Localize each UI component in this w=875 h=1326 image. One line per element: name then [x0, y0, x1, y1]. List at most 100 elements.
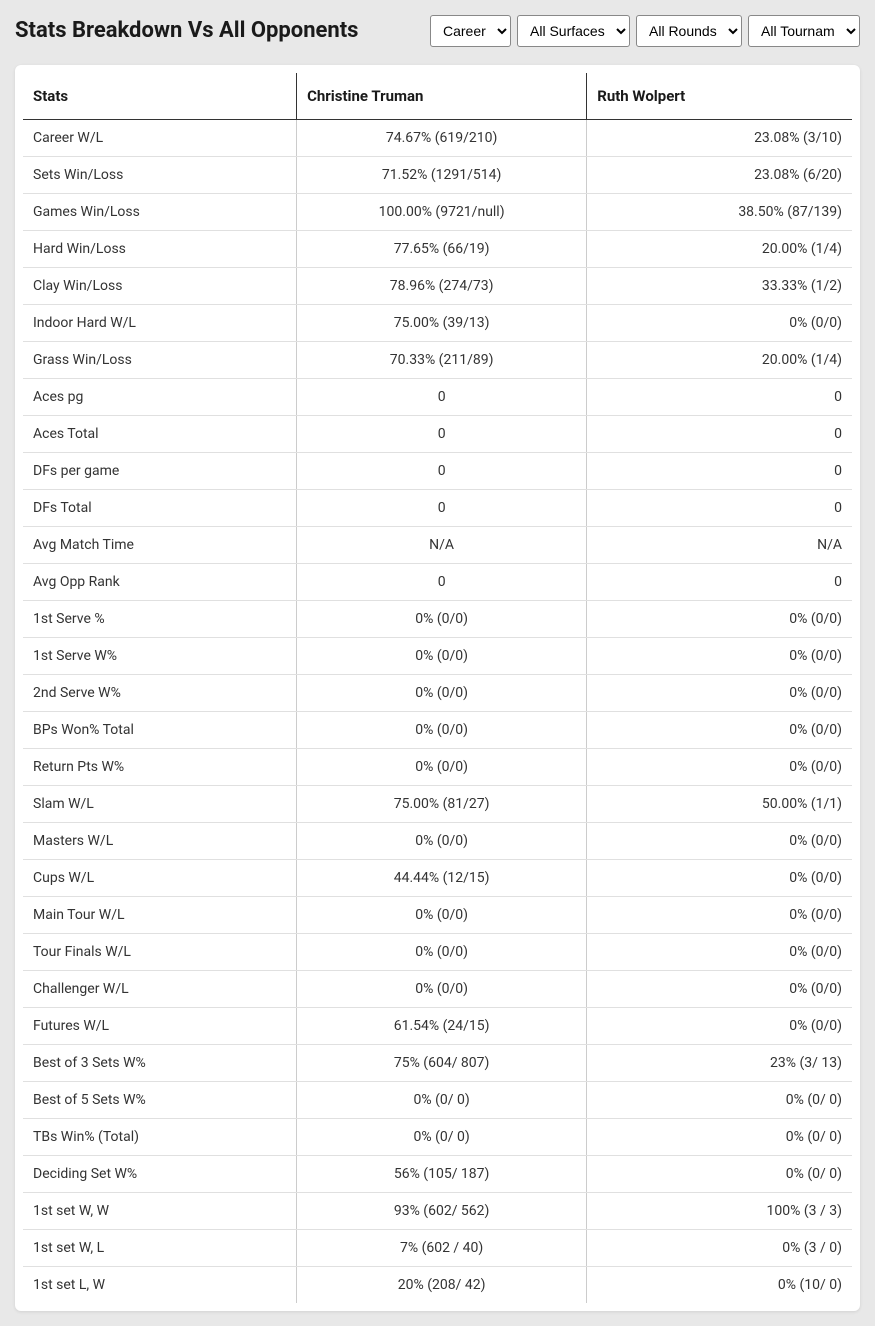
table-row: Hard Win/Loss77.65% (66/19)20.00% (1/4)	[23, 231, 852, 268]
player2-value: 0	[587, 490, 852, 527]
stat-label: Grass Win/Loss	[23, 342, 297, 379]
table-row: Sets Win/Loss71.52% (1291/514)23.08% (6/…	[23, 157, 852, 194]
stat-label: Cups W/L	[23, 860, 297, 897]
player1-value: 0% (0/0)	[297, 897, 587, 934]
player2-value: 0	[587, 564, 852, 601]
stat-label: Futures W/L	[23, 1008, 297, 1045]
stat-label: DFs Total	[23, 490, 297, 527]
stat-label: Hard Win/Loss	[23, 231, 297, 268]
stat-label: Career W/L	[23, 120, 297, 157]
table-row: Futures W/L61.54% (24/15)0% (0/0)	[23, 1008, 852, 1045]
player2-value: 0% (0/0)	[587, 601, 852, 638]
player2-value: 0% (0/0)	[587, 712, 852, 749]
table-row: TBs Win% (Total)0% (0/ 0)0% (0/ 0)	[23, 1119, 852, 1156]
table-row: Slam W/L75.00% (81/27)50.00% (1/1)	[23, 786, 852, 823]
stat-label: Tour Finals W/L	[23, 934, 297, 971]
player1-value: 0% (0/0)	[297, 749, 587, 786]
stat-label: TBs Win% (Total)	[23, 1119, 297, 1156]
stat-label: 1st set L, W	[23, 1267, 297, 1304]
player1-value: 0% (0/0)	[297, 675, 587, 712]
player2-value: 38.50% (87/139)	[587, 194, 852, 231]
player2-value: 20.00% (1/4)	[587, 231, 852, 268]
player1-value: 71.52% (1291/514)	[297, 157, 587, 194]
player2-value: 0% (0/0)	[587, 638, 852, 675]
table-row: Tour Finals W/L0% (0/0)0% (0/0)	[23, 934, 852, 971]
stat-label: Slam W/L	[23, 786, 297, 823]
player2-value: 0% (10/ 0)	[587, 1267, 852, 1304]
player1-value: 0	[297, 490, 587, 527]
table-row: Best of 3 Sets W%75% (604/ 807)23% (3/ 1…	[23, 1045, 852, 1082]
player2-value: 0% (0/0)	[587, 749, 852, 786]
table-row: 1st Serve W%0% (0/0)0% (0/0)	[23, 638, 852, 675]
table-row: 1st Serve %0% (0/0)0% (0/0)	[23, 601, 852, 638]
player1-value: 75% (604/ 807)	[297, 1045, 587, 1082]
table-row: Main Tour W/L0% (0/0)0% (0/0)	[23, 897, 852, 934]
table-row: 1st set W, L7% (602 / 40)0% (3 / 0)	[23, 1230, 852, 1267]
player1-value: 0% (0/0)	[297, 823, 587, 860]
stat-label: BPs Won% Total	[23, 712, 297, 749]
column-header-player2: Ruth Wolpert	[587, 73, 852, 120]
player1-value: 0% (0/ 0)	[297, 1119, 587, 1156]
stat-label: Main Tour W/L	[23, 897, 297, 934]
player2-value: 0% (0/0)	[587, 1008, 852, 1045]
player1-value: 61.54% (24/15)	[297, 1008, 587, 1045]
player1-value: 0	[297, 564, 587, 601]
table-row: Avg Opp Rank00	[23, 564, 852, 601]
stat-label: Best of 5 Sets W%	[23, 1082, 297, 1119]
player2-value: 100% (3 / 3)	[587, 1193, 852, 1230]
player1-value: 74.67% (619/210)	[297, 120, 587, 157]
player2-value: 0% (0/0)	[587, 823, 852, 860]
table-row: Clay Win/Loss78.96% (274/73)33.33% (1/2)	[23, 268, 852, 305]
table-row: Return Pts W%0% (0/0)0% (0/0)	[23, 749, 852, 786]
stat-label: Best of 3 Sets W%	[23, 1045, 297, 1082]
player2-value: 0% (3 / 0)	[587, 1230, 852, 1267]
player1-value: 0% (0/0)	[297, 934, 587, 971]
table-row: Grass Win/Loss70.33% (211/89)20.00% (1/4…	[23, 342, 852, 379]
stat-label: Deciding Set W%	[23, 1156, 297, 1193]
player1-value: 20% (208/ 42)	[297, 1267, 587, 1304]
stat-label: Sets Win/Loss	[23, 157, 297, 194]
player2-value: 0	[587, 416, 852, 453]
player2-value: 20.00% (1/4)	[587, 342, 852, 379]
table-row: Indoor Hard W/L75.00% (39/13)0% (0/0)	[23, 305, 852, 342]
player1-value: 0	[297, 453, 587, 490]
player1-value: N/A	[297, 527, 587, 564]
player2-value: 0% (0/ 0)	[587, 1082, 852, 1119]
player2-value: 50.00% (1/1)	[587, 786, 852, 823]
stat-label: Avg Opp Rank	[23, 564, 297, 601]
table-row: 2nd Serve W%0% (0/0)0% (0/0)	[23, 675, 852, 712]
player2-value: 0	[587, 453, 852, 490]
player2-value: 0% (0/0)	[587, 934, 852, 971]
player2-value: 0	[587, 379, 852, 416]
player1-value: 78.96% (274/73)	[297, 268, 587, 305]
stat-label: Games Win/Loss	[23, 194, 297, 231]
stats-table-container: Stats Christine Truman Ruth Wolpert Care…	[15, 65, 860, 1311]
tournaments-filter[interactable]: All Tournam	[748, 15, 860, 47]
table-row: Games Win/Loss100.00% (9721/null)38.50% …	[23, 194, 852, 231]
player2-value: 23.08% (3/10)	[587, 120, 852, 157]
player1-value: 56% (105/ 187)	[297, 1156, 587, 1193]
player1-value: 0% (0/0)	[297, 601, 587, 638]
column-header-player1: Christine Truman	[297, 73, 587, 120]
player2-value: 0% (0/0)	[587, 971, 852, 1008]
stat-label: Aces Total	[23, 416, 297, 453]
stat-label: Challenger W/L	[23, 971, 297, 1008]
surface-filter[interactable]: All Surfaces	[517, 15, 630, 47]
stat-label: Avg Match Time	[23, 527, 297, 564]
player2-value: 23% (3/ 13)	[587, 1045, 852, 1082]
player1-value: 75.00% (81/27)	[297, 786, 587, 823]
stat-label: Clay Win/Loss	[23, 268, 297, 305]
player1-value: 93% (602/ 562)	[297, 1193, 587, 1230]
column-header-stats: Stats	[23, 73, 297, 120]
stat-label: 1st set W, W	[23, 1193, 297, 1230]
table-row: Career W/L74.67% (619/210)23.08% (3/10)	[23, 120, 852, 157]
player2-value: 0% (0/0)	[587, 860, 852, 897]
player1-value: 7% (602 / 40)	[297, 1230, 587, 1267]
table-row: Challenger W/L0% (0/0)0% (0/0)	[23, 971, 852, 1008]
table-row: 1st set W, W93% (602/ 562)100% (3 / 3)	[23, 1193, 852, 1230]
career-filter[interactable]: Career	[430, 15, 511, 47]
stats-table: Stats Christine Truman Ruth Wolpert Care…	[23, 73, 852, 1303]
stat-label: 1st set W, L	[23, 1230, 297, 1267]
rounds-filter[interactable]: All Rounds	[636, 15, 742, 47]
player2-value: 23.08% (6/20)	[587, 157, 852, 194]
